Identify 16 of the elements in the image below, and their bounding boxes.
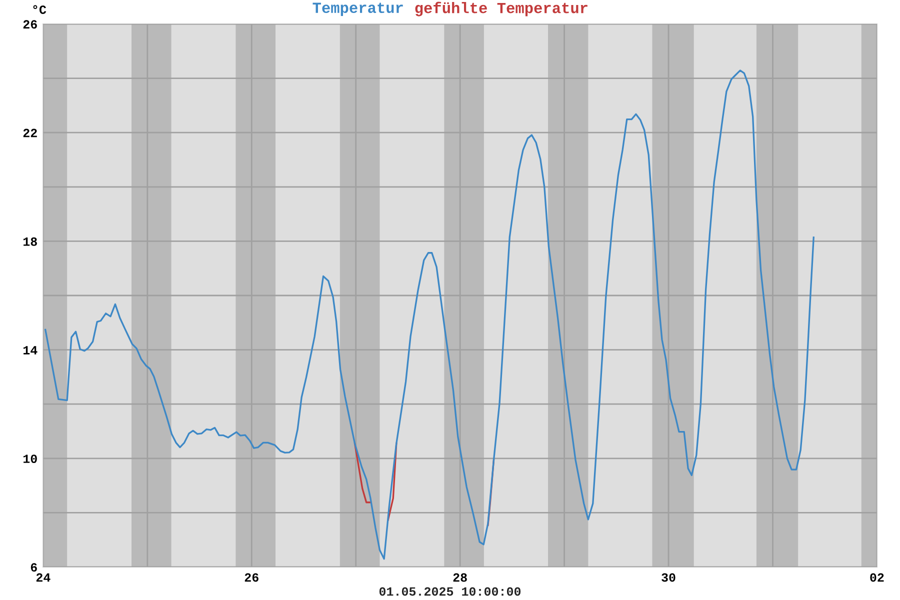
text: 01.05.2025 10:00:00 [379,587,521,596]
y-tick-label: 6 [30,563,37,572]
x-tick-label: 30 [662,573,676,582]
y-tick-label: 14 [23,346,38,354]
y-tick-label: 22 [23,128,37,138]
x-tick-label: 24 [36,573,50,582]
x-tick-label: 28 [453,573,467,582]
text: Temperatur [312,2,403,16]
text: gefühlte Temperatur [415,2,588,16]
y-tick-label: 18 [23,237,37,246]
line-series [44,70,814,560]
x-tick-label: 26 [244,573,258,582]
x-tick-label: 02 [870,573,884,582]
y-axis-title: °C [33,5,46,14]
y-tick-label: 26 [23,20,37,29]
y-tick-label: 10 [23,454,37,464]
